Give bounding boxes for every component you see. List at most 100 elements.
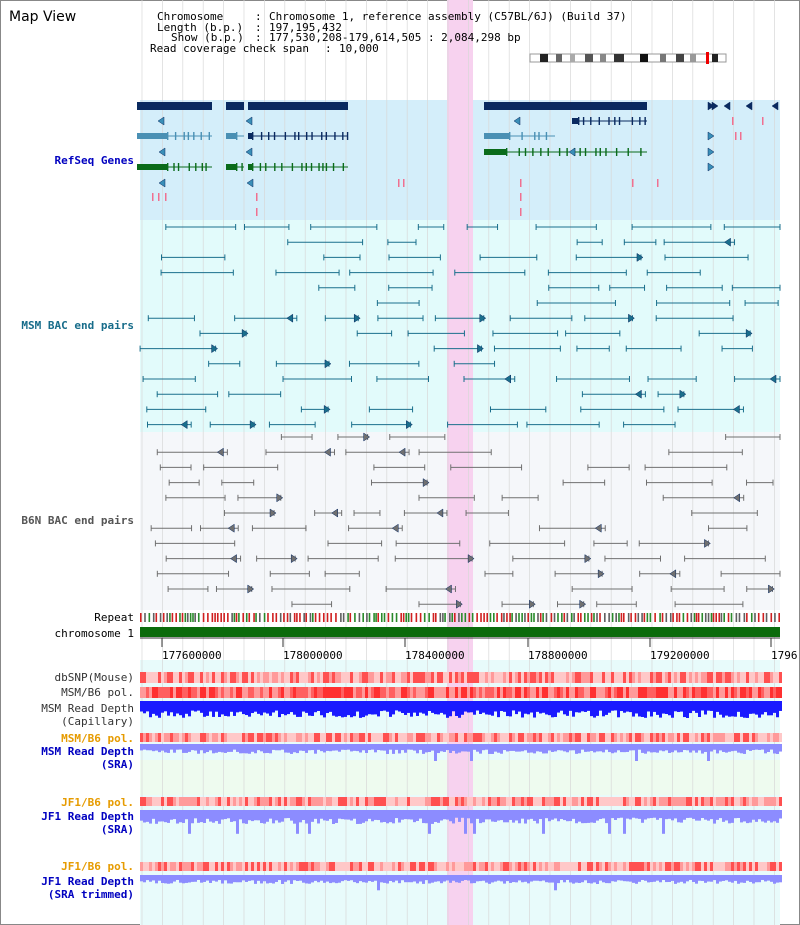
depth-bar [305, 701, 308, 713]
bac-end-arrow [436, 508, 444, 518]
track-label-msm-depth-sra-1[interactable]: MSM Read Depth [41, 745, 134, 758]
heat-cell [470, 672, 473, 683]
gene-arrow [157, 116, 165, 126]
depth-bar [689, 701, 692, 714]
depth-bar [536, 701, 539, 712]
bac-end-arrow [456, 599, 463, 609]
track-label-msm-b6-pol[interactable]: MSM/B6 pol. [61, 686, 134, 699]
heat-cell [287, 862, 290, 871]
gene-exon [167, 163, 169, 171]
heat-cell [548, 862, 551, 871]
depth-bar [293, 744, 296, 753]
gene-exon [598, 117, 600, 125]
bac-end-arrow [768, 584, 775, 594]
heat-cell [155, 687, 158, 698]
heat-cell [485, 733, 488, 742]
track-label-repeat[interactable]: Repeat [94, 611, 134, 624]
heat-cell [608, 672, 611, 683]
heat-cell [290, 687, 293, 698]
heat-cell [722, 862, 725, 871]
heat-cell [449, 797, 452, 806]
depth-bar [770, 744, 773, 750]
depth-bar [758, 875, 761, 883]
heat-cell [203, 687, 206, 698]
depth-bar [611, 875, 614, 882]
heat-cell [374, 687, 377, 698]
depth-bar [287, 744, 290, 753]
heat-cell [662, 797, 665, 806]
track-label-msm-depth-cap-1[interactable]: MSM Read Depth [41, 702, 134, 715]
depth-bar [599, 875, 602, 881]
heat-cell [650, 687, 653, 698]
heat-cell [680, 672, 683, 683]
depth-bar [182, 744, 185, 753]
depth-bar [515, 875, 518, 883]
repeat-mark [220, 613, 222, 622]
depth-bar [266, 875, 269, 884]
heat-cell [545, 733, 548, 742]
heat-cell [389, 687, 392, 698]
track-label-dbsnp[interactable]: dbSNP(Mouse) [54, 671, 134, 684]
depth-bar [302, 744, 305, 751]
depth-bar [656, 875, 659, 881]
heat-cell [221, 862, 224, 871]
repeat-mark [423, 613, 426, 622]
heat-cell [254, 797, 257, 806]
heat-cell [404, 797, 407, 806]
heat-cell [152, 862, 155, 871]
depth-bar [371, 810, 374, 822]
depth-bar [503, 744, 506, 751]
depth-bar [155, 744, 158, 751]
repeat-mark [672, 613, 674, 622]
depth-bar [380, 701, 383, 712]
track-label-jf1-b6-pol-2[interactable]: JF1/B6 pol. [61, 860, 134, 873]
ideogram-band [660, 54, 666, 62]
heat-cell [257, 672, 260, 683]
gene-exon [284, 132, 287, 140]
track-label-refseq[interactable]: RefSeq Genes [54, 154, 134, 167]
depth-bar [329, 810, 332, 820]
heat-cell [317, 733, 320, 742]
depth-bar [647, 701, 650, 712]
depth-bar [743, 744, 746, 754]
heat-cell [431, 672, 434, 683]
heat-cell [692, 672, 695, 683]
heat-cell [743, 687, 746, 698]
depth-bar [590, 701, 593, 717]
track-label-jf1-depth-sra-2: (SRA) [100, 823, 134, 836]
depth-bar [443, 875, 446, 882]
heat-cell [779, 733, 782, 742]
heat-cell [779, 862, 782, 871]
track-label-jf1-depth-trim-1[interactable]: JF1 Read Depth [41, 875, 134, 888]
heat-cell [698, 672, 701, 683]
heat-cell [440, 687, 443, 698]
track-label-jf1-b6-pol-1[interactable]: JF1/B6 pol. [61, 796, 134, 809]
repeat-mark [707, 613, 710, 622]
repeat-mark [322, 613, 325, 622]
depth-bar [188, 810, 191, 834]
heat-cell [638, 797, 641, 806]
gene-arrow [158, 147, 166, 157]
gene-exon [259, 163, 262, 171]
heat-cell [395, 797, 398, 806]
depth-bar [569, 744, 572, 751]
heat-cell [272, 797, 275, 806]
depth-bar [767, 701, 770, 716]
depth-bar [257, 875, 260, 881]
track-label-chromosome[interactable]: chromosome 1 [54, 627, 134, 640]
track-label-b6n-bac[interactable]: B6N BAC end pairs [21, 514, 134, 527]
depth-bar [560, 810, 563, 820]
heat-cell [566, 797, 569, 806]
gene-exon [318, 163, 320, 171]
heat-cell [305, 862, 308, 871]
track-label-jf1-depth-sra-1[interactable]: JF1 Read Depth [41, 810, 134, 823]
gene-exon [325, 163, 328, 171]
depth-bar [377, 744, 380, 751]
track-label-msm-b6-pol-2[interactable]: MSM/B6 pol. [61, 732, 134, 745]
track-label-msm-bac[interactable]: MSM BAC end pairs [21, 319, 134, 332]
heat-cell [338, 862, 341, 871]
repeat-mark [289, 613, 292, 622]
bac-end-arrow [290, 554, 298, 564]
depth-bar [254, 875, 257, 884]
